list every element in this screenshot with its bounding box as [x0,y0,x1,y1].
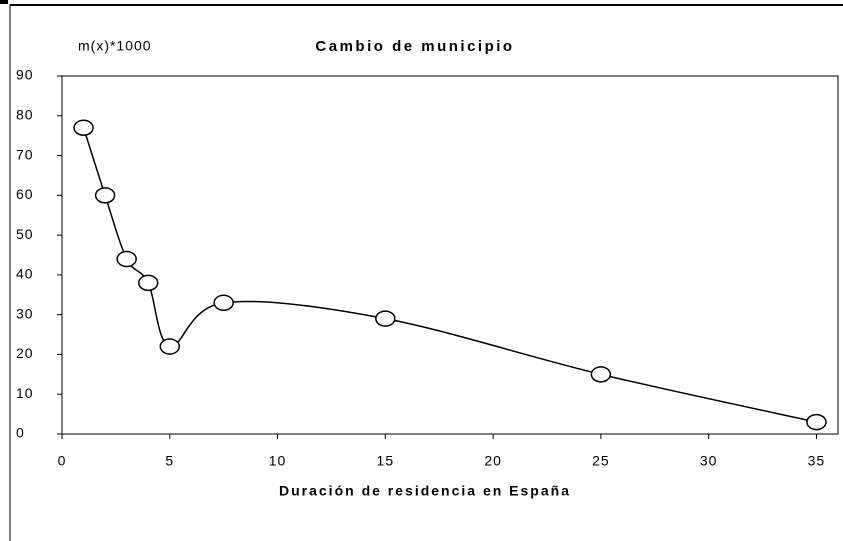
x-tick-label: 0 [58,453,67,469]
point-marker [375,310,396,327]
point-marker [213,294,234,311]
point-marker [806,413,827,431]
point-marker [590,366,612,383]
y-tick-label: 0 [16,425,25,441]
x-tick-label: 10 [269,453,287,469]
x-tick-label: 20 [484,453,502,469]
y-tick-label: 80 [16,106,34,122]
y-axis-label: m(x)*1000 [78,38,152,54]
y-tick-label: 40 [16,266,34,282]
x-tick-label: 25 [592,453,610,469]
y-tick-label: 10 [16,385,34,401]
y-tick-label: 20 [16,345,34,361]
chart-title: Cambio de municipio [315,38,514,55]
x-tick-label: 35 [808,453,826,469]
plot-area [61,75,839,435]
x-tick-label: 5 [165,453,174,469]
x-tick-label: 30 [700,453,718,469]
point-marker [73,119,94,136]
y-tick-label: 50 [16,226,34,242]
x-axis-label: Duración de residencia en España [279,483,571,499]
y-tick-label: 30 [16,305,34,321]
point-marker [94,187,116,204]
x-tick-label: 15 [377,453,395,469]
point-marker [116,250,137,268]
corner-mark [0,0,8,4]
point-marker [159,338,181,355]
point-marker [137,274,159,292]
y-tick-label: 70 [16,146,34,162]
y-tick-label: 60 [16,186,34,202]
y-tick-label: 90 [16,67,34,83]
